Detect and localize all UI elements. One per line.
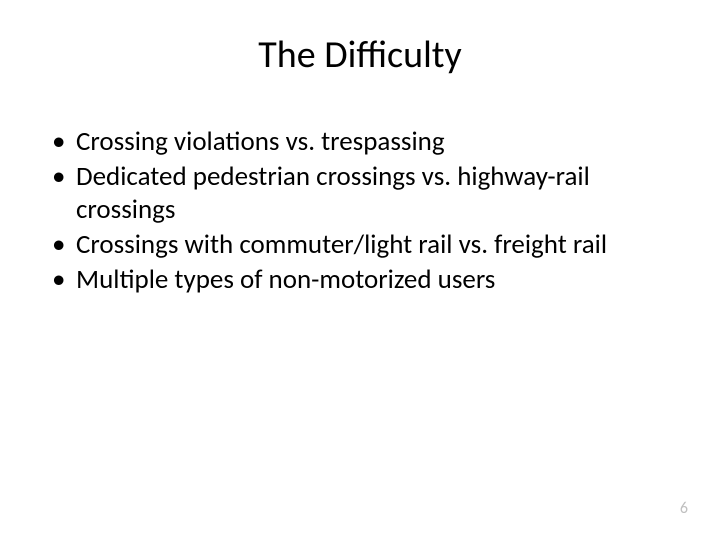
- bullet-item: Crossing violations vs. trespassing: [48, 126, 680, 159]
- bullet-list: Crossing violations vs. trespassing Dedi…: [40, 126, 680, 297]
- slide-title: The Difficulty: [40, 32, 680, 78]
- bullet-item: Dedicated pedestrian crossings vs. highw…: [48, 161, 680, 227]
- bullet-item: Multiple types of non-motorized users: [48, 264, 680, 297]
- bullet-item: Crossings with commuter/light rail vs. f…: [48, 229, 680, 262]
- page-number: 6: [680, 499, 688, 518]
- slide: The Difficulty Crossing violations vs. t…: [0, 0, 720, 540]
